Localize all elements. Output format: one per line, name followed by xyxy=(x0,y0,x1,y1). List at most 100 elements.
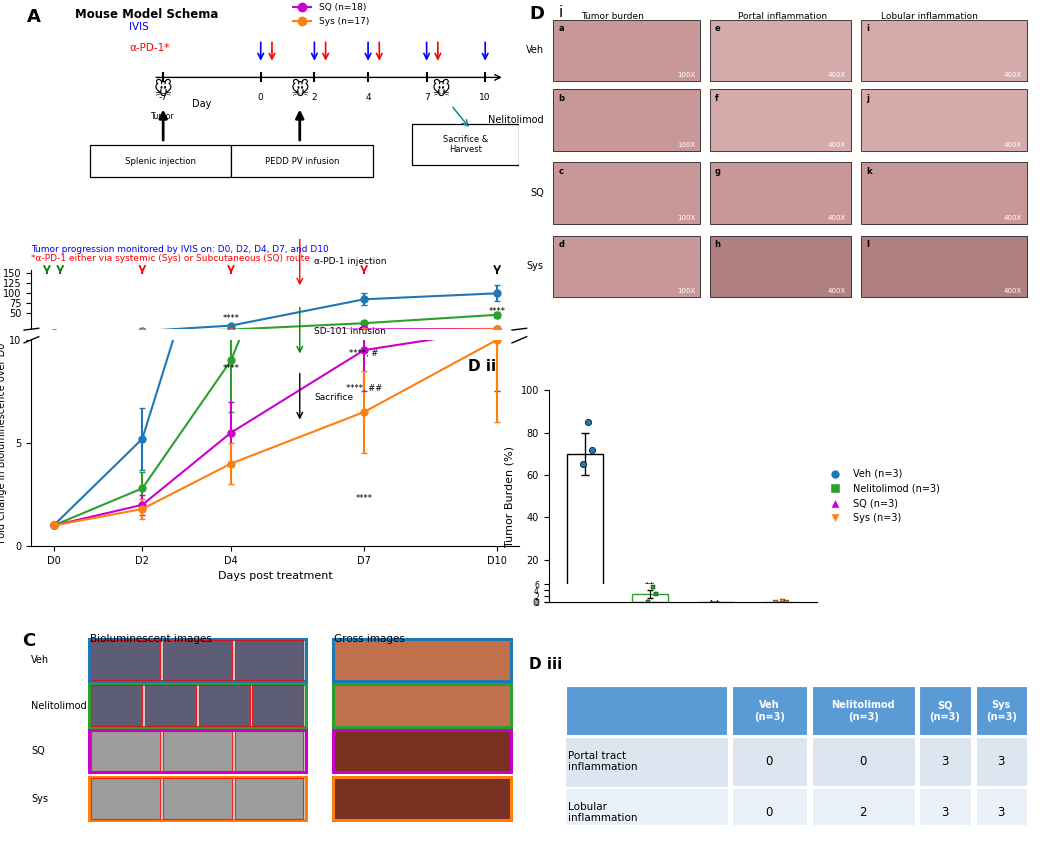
FancyBboxPatch shape xyxy=(235,778,304,819)
Text: 400X: 400X xyxy=(1004,72,1022,78)
Text: k: k xyxy=(866,168,871,176)
Text: 400X: 400X xyxy=(1004,142,1022,148)
Text: C: C xyxy=(22,632,35,650)
FancyBboxPatch shape xyxy=(199,685,249,726)
FancyBboxPatch shape xyxy=(812,737,914,786)
FancyBboxPatch shape xyxy=(333,639,511,681)
Text: α-PD-1 injection: α-PD-1 injection xyxy=(314,257,387,266)
FancyBboxPatch shape xyxy=(919,686,971,735)
Text: 7: 7 xyxy=(424,93,429,102)
Bar xyxy=(861,236,1027,297)
Text: Nelitolimod
(n=3): Nelitolimod (n=3) xyxy=(831,700,895,722)
Bar xyxy=(861,89,1027,152)
FancyBboxPatch shape xyxy=(89,730,306,772)
FancyBboxPatch shape xyxy=(564,787,728,838)
Text: D iii: D iii xyxy=(529,657,562,672)
Text: 🐭: 🐭 xyxy=(290,81,309,99)
FancyBboxPatch shape xyxy=(976,686,1027,735)
Text: 3: 3 xyxy=(998,755,1005,768)
Text: Tumor progression monitored by IVIS on: D0, D2, D4, D7, and D10: Tumor progression monitored by IVIS on: … xyxy=(31,245,329,254)
Text: Day: Day xyxy=(193,99,211,109)
Text: *α-PD-1 either via systemic (Sys) or Subcutaneous (SQ) route: *α-PD-1 either via systemic (Sys) or Sub… xyxy=(31,253,310,263)
Text: 0: 0 xyxy=(765,806,773,819)
Text: Sacrifice: Sacrifice xyxy=(314,393,354,402)
FancyBboxPatch shape xyxy=(89,777,306,820)
Text: 2: 2 xyxy=(860,806,867,819)
Text: Lobular
inflammation: Lobular inflammation xyxy=(569,802,638,823)
Bar xyxy=(554,163,699,225)
FancyBboxPatch shape xyxy=(333,730,511,772)
Text: ****: **** xyxy=(356,493,373,503)
FancyBboxPatch shape xyxy=(91,685,142,726)
Text: **: ** xyxy=(645,582,655,592)
Text: h: h xyxy=(714,240,720,249)
Text: Veh: Veh xyxy=(526,45,543,55)
Text: b: b xyxy=(558,94,564,104)
Bar xyxy=(861,163,1027,225)
Text: Tumor burden: Tumor burden xyxy=(581,12,644,20)
Text: i: i xyxy=(866,24,869,34)
Y-axis label: Fold Change in Bioluminescence over D0: Fold Change in Bioluminescence over D0 xyxy=(0,343,6,543)
Bar xyxy=(632,596,668,602)
FancyBboxPatch shape xyxy=(919,788,971,837)
Text: Portal tract
inflammation: Portal tract inflammation xyxy=(569,751,638,772)
Text: Nelitolimod: Nelitolimod xyxy=(488,115,543,125)
FancyBboxPatch shape xyxy=(333,685,511,727)
FancyBboxPatch shape xyxy=(91,731,160,771)
FancyBboxPatch shape xyxy=(812,686,914,735)
Text: Veh
(n=3): Veh (n=3) xyxy=(754,700,785,722)
Text: f: f xyxy=(714,94,718,104)
Text: Mouse Model Schema: Mouse Model Schema xyxy=(75,8,219,21)
FancyBboxPatch shape xyxy=(252,685,304,726)
FancyBboxPatch shape xyxy=(732,737,807,786)
Text: 3: 3 xyxy=(941,755,949,768)
Text: 400X: 400X xyxy=(1004,288,1022,295)
Y-axis label: Tumor Burden (%): Tumor Burden (%) xyxy=(505,445,515,546)
Text: 100X: 100X xyxy=(676,216,695,221)
Bar xyxy=(861,19,1027,82)
Text: 10: 10 xyxy=(480,93,491,102)
Text: 4: 4 xyxy=(365,93,371,102)
FancyBboxPatch shape xyxy=(89,685,306,727)
FancyBboxPatch shape xyxy=(235,640,304,680)
Text: ****, #: ****, # xyxy=(350,349,379,359)
Text: Portal inflammation: Portal inflammation xyxy=(738,12,827,20)
Legend: Veh (n=11), Nelitolimod (n=20), SQ (n=18), Sys (n=17): Veh (n=11), Nelitolimod (n=20), SQ (n=18… xyxy=(290,0,408,29)
Legend: Veh (n=3), Nelitolimod (n=3), SQ (n=3), Sys (n=3): Veh (n=3), Nelitolimod (n=3), SQ (n=3), … xyxy=(822,465,943,527)
Text: D ii: D ii xyxy=(468,359,496,374)
FancyBboxPatch shape xyxy=(90,145,231,178)
Text: c: c xyxy=(558,168,563,176)
Text: IVIS: IVIS xyxy=(129,22,149,32)
Text: PEDD PV infusion: PEDD PV infusion xyxy=(265,157,339,166)
Text: Sys
(n=3): Sys (n=3) xyxy=(985,700,1017,722)
Text: i: i xyxy=(558,5,562,20)
Text: Lobular inflammation: Lobular inflammation xyxy=(881,12,978,20)
Text: A: A xyxy=(26,8,41,26)
Text: 400X: 400X xyxy=(1004,216,1022,221)
Text: ***: *** xyxy=(774,593,788,603)
Bar xyxy=(566,454,603,602)
Text: 3: 3 xyxy=(998,806,1005,819)
Text: SD-101 infusion: SD-101 infusion xyxy=(314,327,386,336)
FancyBboxPatch shape xyxy=(976,737,1027,786)
Text: 0: 0 xyxy=(860,755,867,768)
FancyBboxPatch shape xyxy=(235,731,304,771)
FancyBboxPatch shape xyxy=(919,737,971,786)
Text: Bioluminescent images: Bioluminescent images xyxy=(90,633,211,643)
FancyBboxPatch shape xyxy=(565,686,727,735)
FancyBboxPatch shape xyxy=(812,788,914,837)
Bar xyxy=(554,89,699,152)
Text: d: d xyxy=(558,240,564,249)
Text: ***: *** xyxy=(708,593,723,603)
Text: SQ
(n=3): SQ (n=3) xyxy=(930,700,960,722)
Bar xyxy=(710,163,851,225)
Text: 400X: 400X xyxy=(828,216,846,221)
Text: 100X: 100X xyxy=(676,142,695,148)
Text: 400X: 400X xyxy=(828,288,846,295)
FancyBboxPatch shape xyxy=(976,788,1027,837)
Text: Nelitolimod: Nelitolimod xyxy=(31,701,87,711)
Text: SQ: SQ xyxy=(31,746,45,756)
Bar xyxy=(554,236,699,297)
Text: D: D xyxy=(529,5,544,24)
Bar xyxy=(554,19,699,82)
